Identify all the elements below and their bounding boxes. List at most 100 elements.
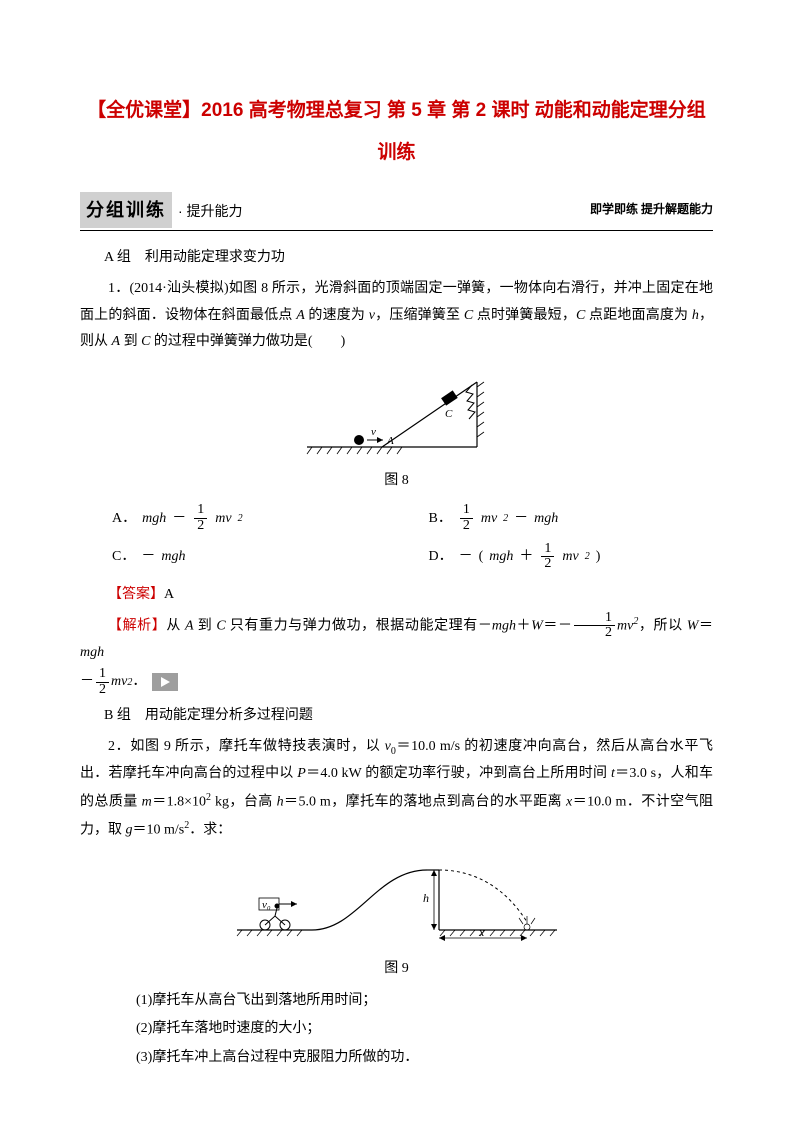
q2-a: 2．如图 9 所示，摩托车做特技表演时，以	[108, 739, 385, 754]
option-b: B． 12 mv 2 － mgh	[397, 503, 714, 533]
opt-c-label: C．	[112, 544, 135, 569]
q2-gsym: g	[126, 823, 133, 838]
opt-d-lp: (	[479, 544, 484, 569]
opt-a-minus: －	[172, 506, 186, 531]
opt-b-frac: 12	[460, 503, 473, 533]
fig9-v0-label: v₀	[262, 899, 271, 911]
q1-options: A． mgh － 12 mv 2 B． 12 mv 2 － mgh C． － mgh…	[80, 499, 713, 576]
answer-label: 【答案】	[108, 587, 164, 602]
fig9-x-label: x	[478, 925, 485, 939]
figure-9-svg: h x v₀	[227, 850, 567, 945]
opt-c-neg: －	[141, 544, 155, 569]
q1-d: 点时弹簧最短，	[473, 308, 576, 323]
an-mgh2: mgh	[80, 645, 104, 660]
play-icon[interactable]	[152, 673, 178, 691]
an-minus2: －	[80, 670, 94, 694]
figure-8: C v A	[80, 362, 713, 466]
sym-A2: A	[112, 334, 121, 349]
svg-text:v: v	[371, 426, 376, 438]
an-f: ，所以	[638, 618, 686, 633]
section-header-left: 分组训练 · 提升能力	[80, 192, 243, 228]
an-c: 只有重力与弹力做功，根据动能定理有－	[226, 618, 492, 633]
q1-answer: 【答案】A	[80, 582, 713, 609]
q2-sub3: (3)摩托车冲上高台过程中克服阻力所做的功．	[108, 1045, 713, 1072]
an-g: ＝	[698, 618, 713, 633]
opt-c-mgh: mgh	[161, 544, 185, 569]
option-d: D． － ( mgh ＋ 12 mv 2 )	[397, 542, 714, 572]
q2-f: kg，台高	[211, 794, 277, 809]
opt-d-plus: ＋	[519, 544, 533, 569]
svg-text:C: C	[445, 408, 453, 420]
q1-analysis: 【解析】从 A 到 C 只有重力与弹力做功，根据动能定理有－mgh＋W＝－12m…	[80, 611, 713, 665]
question-1-text: 1．(2014·汕头模拟)如图 8 所示，光滑斜面的顶端固定一弹簧，一物体向右滑…	[80, 276, 713, 356]
option-c: C． － mgh	[80, 542, 397, 572]
q1-b: 的速度为	[305, 308, 369, 323]
q2-c: ＝4.0 kW 的额定功率行驶，冲到高台上所用时间	[306, 766, 611, 781]
opt-a-sq: 2	[238, 510, 243, 528]
group-b-label: B 组 用动能定理分析多过程问题	[104, 703, 713, 728]
section-badge: 分组训练	[80, 192, 172, 228]
figure-9-caption: 图 9	[80, 956, 713, 981]
q2-sub2: (2)摩托车落地时速度的大小；	[108, 1016, 713, 1043]
option-a: A． mgh － 12 mv 2	[80, 503, 397, 533]
opt-d-frac: 12	[541, 542, 554, 572]
q2-m: m	[142, 794, 152, 809]
opt-d-mv: mv	[562, 544, 578, 569]
q2-i: ＝10 m/s	[133, 823, 185, 838]
opt-b-mgh: mgh	[534, 506, 558, 531]
analysis-label: 【解析】	[108, 618, 166, 633]
opt-b-sq: 2	[503, 510, 508, 528]
an-mv1: mv	[617, 618, 633, 633]
an-W: W	[531, 618, 543, 633]
an-frac1: 12	[574, 611, 615, 641]
opt-a-label: A．	[112, 506, 136, 531]
sym-C2: C	[576, 308, 585, 323]
sym-h: h	[692, 308, 699, 323]
q1-analysis-line2: －12mv2．	[80, 667, 713, 697]
q1-g: 到	[120, 334, 141, 349]
q1-h: 的过程中弹簧弹力做功是( )	[150, 334, 345, 349]
an-a: 从	[166, 618, 185, 633]
q2-e: ＝1.8×10	[152, 794, 206, 809]
opt-d-label: D．	[429, 544, 453, 569]
figure-8-caption: 图 8	[80, 468, 713, 493]
opt-b-minus: －	[514, 506, 528, 531]
section-right-note: 即学即练 提升解题能力	[590, 199, 713, 221]
section-header: 分组训练 · 提升能力 即学即练 提升解题能力	[80, 192, 713, 231]
an-period: ．	[132, 670, 146, 694]
q2-P: P	[297, 766, 306, 781]
opt-a-frac: 12	[194, 503, 207, 533]
an-A: A	[185, 618, 194, 633]
an-mgh: mgh	[492, 618, 516, 633]
figure-8-svg: C v A	[287, 362, 507, 457]
opt-b-label: B．	[429, 506, 452, 531]
opt-d-sq: 2	[585, 548, 590, 566]
q2-sub1: (1)摩托车从高台飞出到落地所用时间；	[108, 988, 713, 1015]
an-e: ＝－	[543, 618, 572, 633]
sym-C3: C	[141, 334, 150, 349]
section-sub: · 提升能力	[178, 199, 243, 224]
an-C: C	[216, 618, 225, 633]
opt-a-mgh: mgh	[142, 506, 166, 531]
figure-9: h x v₀	[80, 850, 713, 954]
sym-C: C	[464, 308, 473, 323]
opt-b-mv: mv	[481, 506, 497, 531]
an-W2: W	[687, 618, 699, 633]
q1-e: 点距地面高度为	[585, 308, 692, 323]
q2-g: ＝5.0 m，摩托车的落地点到高台的水平距离	[284, 794, 566, 809]
q2-j: ．求：	[189, 823, 231, 838]
page-title: 【全优课堂】2016 高考物理总复习 第 5 章 第 2 课时 动能和动能定理分…	[80, 90, 713, 174]
question-2-text: 2．如图 9 所示，摩托车做特技表演时，以 v0＝10.0 m/s 的初速度冲向…	[80, 734, 713, 844]
q2-h: h	[277, 794, 284, 809]
group-a-label: A 组 利用动能定理求变力功	[104, 245, 713, 270]
opt-d-neg: －	[459, 544, 473, 569]
opt-d-rp: )	[596, 544, 601, 569]
answer-value: A	[164, 587, 174, 602]
opt-d-mgh: mgh	[489, 544, 513, 569]
an-b: 到	[194, 618, 217, 633]
an-frac2: 12	[96, 667, 109, 697]
an-mv2: mv	[111, 670, 127, 694]
svg-text:A: A	[386, 435, 394, 447]
opt-a-mv: mv	[215, 506, 231, 531]
sym-A: A	[296, 308, 305, 323]
